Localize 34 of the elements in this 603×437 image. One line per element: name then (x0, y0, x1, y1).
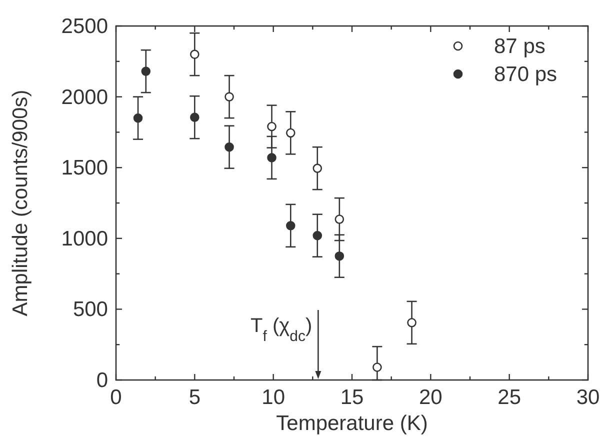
x-tick-label: 25 (498, 386, 522, 409)
y-axis-title: Amplitude (counts/900s) (9, 90, 32, 316)
x-tick-label: 10 (262, 386, 286, 409)
point (190, 50, 200, 59)
point (312, 164, 322, 173)
point (334, 251, 344, 261)
point (190, 112, 200, 122)
point (267, 122, 276, 132)
legend-label: 870 ps (494, 63, 558, 86)
point (286, 221, 296, 230)
point (334, 214, 344, 224)
point (372, 362, 382, 372)
x-tick-label: 5 (188, 386, 201, 409)
y-tick-label: 1500 (61, 156, 108, 180)
point (407, 318, 416, 328)
point (312, 230, 322, 240)
point (286, 128, 296, 138)
point (224, 92, 234, 102)
x-tick-label: 15 (340, 386, 364, 409)
point (267, 153, 276, 162)
point (133, 113, 143, 123)
y-tick-label: 0 (96, 369, 108, 392)
point (141, 66, 151, 76)
x-tick-label: 30 (576, 386, 600, 409)
ref-line-label: T$_{f}$ (χ$_{dc}$) (250, 315, 312, 344)
legend-label: 87 ps (494, 35, 546, 58)
y-tick-label: 1000 (61, 227, 108, 250)
y-tick-label: 2000 (61, 86, 108, 109)
point (224, 142, 234, 152)
y-tick-label: 2500 (61, 15, 108, 38)
y-tick-label: 500 (72, 298, 108, 322)
x-tick-label: 0 (110, 386, 122, 409)
x-tick-label: 20 (418, 386, 442, 409)
x-axis-title: Temperature (K) (276, 412, 428, 435)
